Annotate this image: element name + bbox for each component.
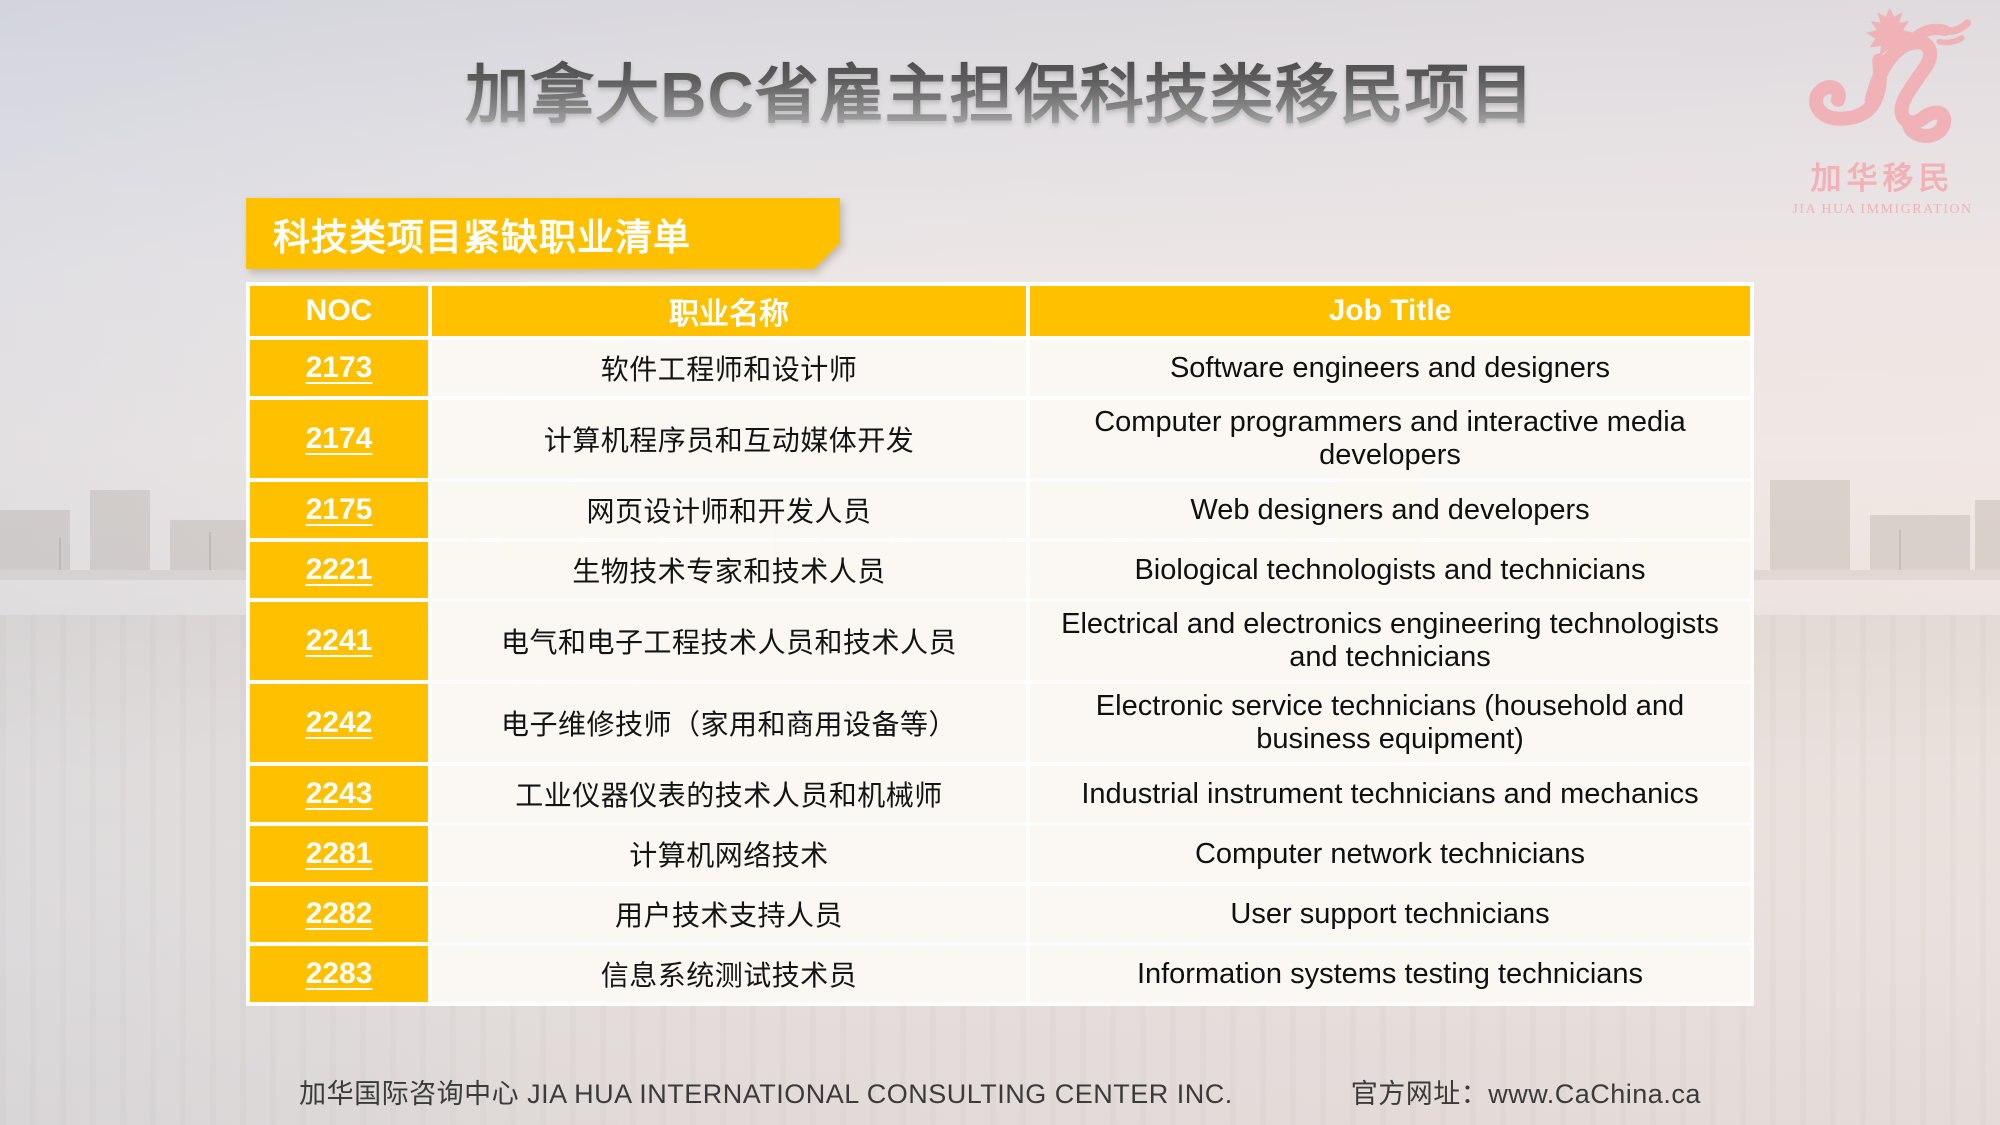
occupation-cn-cell: 计算机网络技术 [432,826,1026,882]
occupation-cn-cell: 信息系统测试技术员 [432,946,1026,1002]
job-title-cell: Electronic service technicians (househol… [1030,684,1750,762]
noc-cell: 2282 [250,886,428,942]
occupation-cn-cell: 软件工程师和设计师 [432,340,1026,396]
noc-link[interactable]: 2173 [305,351,373,384]
noc-cell: 2283 [250,946,428,1002]
jiahua-logo: 加华移民 JIA HUA IMMIGRATION [1775,8,1990,218]
page-title: 加拿大BC省雇主担保科技类移民项目 [0,44,2000,136]
dragon-head-icon [1903,19,1971,50]
noc-cell: 2173 [250,340,428,396]
noc-cell: 2221 [250,542,428,598]
logo-cn-text: 加华移民 [1810,161,1955,196]
job-title-cell: Industrial instrument technicians and me… [1030,766,1750,822]
occupations-table: NOC 职业名称 Job Title 2173 软件工程师和设计师 Softwa… [246,282,1754,1006]
occupation-cn-cell: 电子维修技师（家用和商用设备等） [432,684,1026,762]
col-header-job-title: Job Title [1030,286,1750,336]
table-row: 2281 计算机网络技术 Computer network technician… [250,826,1750,882]
noc-cell: 2281 [250,826,428,882]
noc-link[interactable]: 2283 [305,957,373,990]
table-row: 2282 用户技术支持人员 User support technicians [250,886,1750,942]
table-row: 2173 软件工程师和设计师 Software engineers and de… [250,340,1750,396]
footer-website[interactable]: 官方网址：www.CaChina.ca [1350,1079,1701,1109]
col-header-occupation-cn: 职业名称 [432,286,1026,336]
noc-link[interactable]: 2175 [305,493,373,526]
table-row: 2174 计算机程序员和互动媒体开发 Computer programmers … [250,400,1750,478]
table-row: 2221 生物技术专家和技术人员 Biological technologist… [250,542,1750,598]
table-header-row: NOC 职业名称 Job Title [250,286,1750,336]
table-row: 2283 信息系统测试技术员 Information systems testi… [250,946,1750,1002]
job-title-cell: Biological technologists and technicians [1030,542,1750,598]
table-row: 2242 电子维修技师（家用和商用设备等） Electronic service… [250,684,1750,762]
noc-link[interactable]: 2241 [305,624,373,657]
noc-link[interactable]: 2221 [305,553,373,586]
noc-link[interactable]: 2281 [305,837,373,870]
section-banner-label: 科技类项目紧缺职业清单 [246,198,840,269]
occupation-cn-cell: 网页设计师和开发人员 [432,482,1026,538]
occupation-cn-cell: 计算机程序员和互动媒体开发 [432,400,1026,478]
noc-cell: 2243 [250,766,428,822]
logo-monogram-icon [1808,8,1971,143]
table-row: 2175 网页设计师和开发人员 Web designers and develo… [250,482,1750,538]
occupation-cn-cell: 用户技术支持人员 [432,886,1026,942]
footer-company-name: 加华国际咨询中心 JIA HUA INTERNATIONAL CONSULTIN… [299,1079,1233,1109]
noc-cell: 2242 [250,684,428,762]
table-row: 2241 电气和电子工程技术人员和技术人员 Electrical and ele… [250,602,1750,680]
maple-leaf-icon [1866,8,1913,60]
noc-cell: 2174 [250,400,428,478]
table-row: 2243 工业仪器仪表的技术人员和机械师 Industrial instrume… [250,766,1750,822]
job-title-cell: Software engineers and designers [1030,340,1750,396]
col-header-noc: NOC [250,286,428,336]
noc-cell: 2241 [250,602,428,680]
job-title-cell: Electrical and electronics engineering t… [1030,602,1750,680]
job-title-cell: Computer programmers and interactive med… [1030,400,1750,478]
occupation-cn-cell: 生物技术专家和技术人员 [432,542,1026,598]
footer: 加华国际咨询中心 JIA HUA INTERNATIONAL CONSULTIN… [0,1072,2000,1111]
job-title-cell: User support technicians [1030,886,1750,942]
section-banner: 科技类项目紧缺职业清单 [246,198,840,269]
noc-link[interactable]: 2174 [305,422,373,455]
job-title-cell: Computer network technicians [1030,826,1750,882]
noc-link[interactable]: 2282 [305,897,373,930]
logo-en-text: JIA HUA IMMIGRATION [1792,202,1973,217]
job-title-cell: Web designers and developers [1030,482,1750,538]
noc-link[interactable]: 2243 [305,777,373,810]
occupation-cn-cell: 工业仪器仪表的技术人员和机械师 [432,766,1026,822]
noc-cell: 2175 [250,482,428,538]
occupation-cn-cell: 电气和电子工程技术人员和技术人员 [432,602,1026,680]
noc-link[interactable]: 2242 [305,706,373,739]
job-title-cell: Information systems testing technicians [1030,946,1750,1002]
